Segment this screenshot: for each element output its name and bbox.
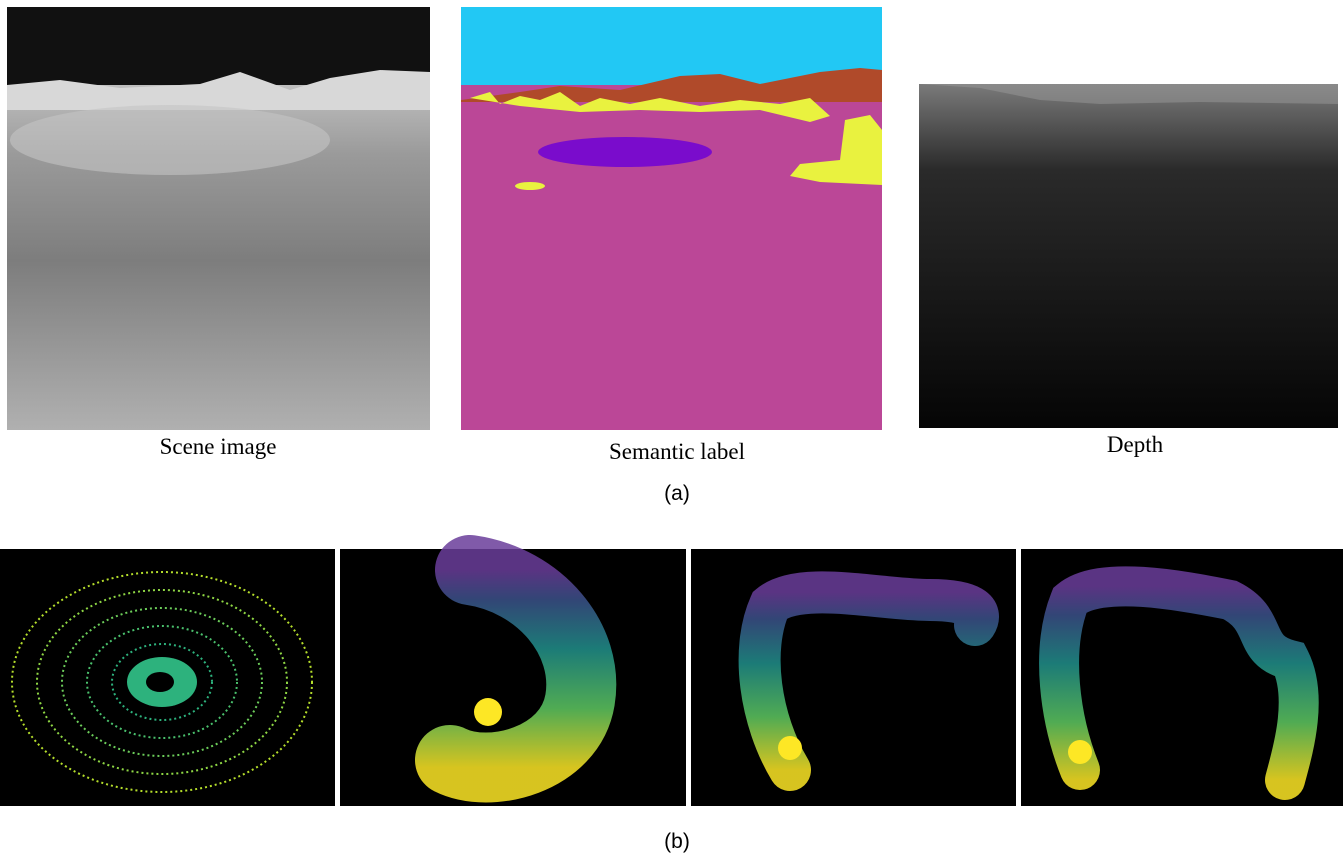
map-origin — [474, 698, 502, 726]
scan-rings — [11, 571, 313, 793]
semantic-image — [461, 7, 882, 430]
panel-label: (a) — [664, 482, 690, 505]
semantic-sky — [461, 7, 882, 85]
depth-ground — [919, 84, 1338, 428]
caption: Depth — [1107, 432, 1164, 457]
ring — [61, 607, 263, 757]
map-2 — [340, 535, 686, 806]
semantic-rock-right — [790, 115, 882, 185]
ring — [86, 625, 238, 739]
semantic-mountains — [461, 68, 882, 102]
scan-hole — [146, 672, 174, 692]
scene-mountains — [7, 70, 430, 110]
scene-sky — [7, 7, 430, 85]
depth-image — [919, 84, 1338, 428]
map-4 — [1021, 549, 1343, 806]
map-trail — [1039, 566, 1319, 800]
semantic-rocks — [470, 92, 830, 122]
map-trail — [738, 571, 999, 791]
map-origin — [778, 736, 802, 760]
scene-image — [7, 7, 430, 430]
map-1 — [0, 549, 335, 806]
map-3 — [691, 549, 1016, 806]
depth-horizon — [919, 84, 1338, 104]
ring — [11, 571, 313, 793]
caption: Scene image — [160, 434, 277, 459]
map-origin — [1068, 740, 1092, 764]
semantic-rock-small — [515, 182, 545, 190]
semantic-crater — [538, 137, 712, 167]
ring — [36, 589, 288, 775]
scene-crater — [10, 105, 330, 175]
panel-label: (b) — [664, 830, 690, 853]
ring — [111, 643, 213, 721]
map-trail — [415, 535, 617, 803]
caption: Semantic label — [609, 439, 745, 464]
